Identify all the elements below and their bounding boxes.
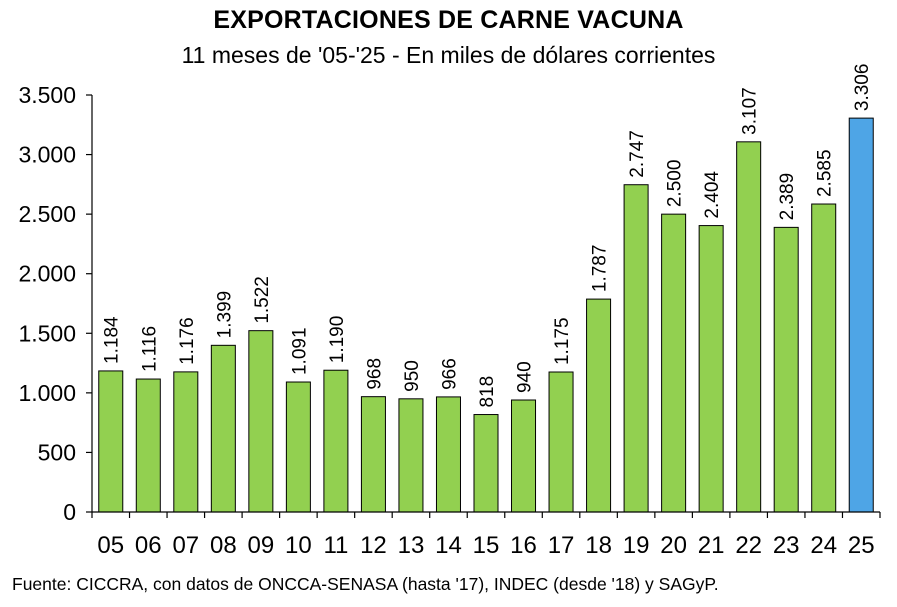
y-tick-label: 1.000 [18,380,76,406]
bar-25 [848,117,874,513]
bar-09 [248,330,274,513]
y-tick-label: 3.000 [18,142,76,168]
value-label-12: 968 [364,358,385,390]
chart-title: EXPORTACIONES DE CARNE VACUNA [213,6,684,34]
y-tick-label: 1.500 [18,320,76,346]
x-tick-label-20: 20 [660,532,687,559]
value-label-20: 2.500 [665,160,686,208]
value-label-14: 966 [439,358,460,390]
value-label-07: 1.176 [177,317,198,365]
value-label-19: 2.747 [627,130,648,178]
value-label-18: 1.787 [590,245,611,293]
bar-18 [586,298,612,513]
y-axis: 0 500 1.000 1.500 2.000 2.500 3.000 3.500 [18,82,93,525]
y-tick-label: 2.500 [18,201,76,227]
value-label-15: 818 [477,376,498,408]
x-tick-label-19: 19 [623,532,650,559]
bar-20 [661,213,687,513]
x-tick-label-12: 12 [360,532,387,559]
x-tick-label-08: 08 [210,532,237,559]
value-label-10: 1.091 [289,327,310,375]
value-label-23: 2.389 [777,173,798,221]
bar-07 [173,371,199,513]
value-label-16: 940 [515,361,536,393]
bar-15 [473,414,499,513]
value-label-17: 1.175 [552,317,573,365]
x-tick-label-23: 23 [773,532,800,559]
x-tick-label-13: 13 [398,532,425,559]
value-label-08: 1.399 [214,291,235,339]
chart-subtitle: 11 meses de '05-'25 - En miles de dólare… [181,42,716,68]
x-tick-label-06: 06 [135,532,162,559]
bar-08 [210,344,236,513]
x-tick-label-10: 10 [285,532,312,559]
x-tick-label-25: 25 [848,532,875,559]
x-tick-label-16: 16 [510,532,537,559]
x-tick-label-17: 17 [548,532,575,559]
x-axis: 05 06 07 08 09 10 11 12 13 14 15 16 17 18 19 20 21 22 23 24… [91,511,881,559]
x-tick-label-14: 14 [435,532,462,559]
bar-12 [360,396,386,513]
x-tick-label-24: 24 [810,532,837,559]
bar-05 [98,370,124,513]
y-tick-label: 500 [38,439,76,465]
bars [98,117,874,513]
bar-24 [811,203,837,513]
x-tick-label-22: 22 [735,532,762,559]
x-tick-label-09: 09 [248,532,275,559]
bar-23 [773,226,799,513]
y-tick-label: 2.000 [18,261,76,287]
x-tick-label-21: 21 [698,532,725,559]
x-tick-label-18: 18 [585,532,612,559]
value-label-21: 2.404 [702,171,723,219]
value-label-09: 1.522 [252,276,273,324]
value-label-24: 2.585 [815,149,836,197]
y-tick-label: 3.500 [18,82,76,108]
bar-06 [135,378,161,513]
value-label-05: 1.184 [102,316,123,364]
bar-10 [285,381,311,513]
x-tick-label-07: 07 [172,532,199,559]
bar-11 [323,369,349,513]
x-tick-label-05: 05 [97,532,124,559]
bar-17 [548,371,574,513]
bar-13 [398,398,424,513]
value-label-06: 1.116 [139,326,160,372]
bar-21 [698,225,724,513]
source-note: Fuente: CICCRA, con datos de ONCCA-SENAS… [12,574,719,594]
bar-14 [435,396,461,513]
value-label-13: 950 [402,360,423,392]
bar-22 [736,141,762,513]
value-labels: 1.184 1.116 1.176 1.399 1.522 1.091 1.190 968 95… [102,64,873,408]
value-label-22: 3.107 [740,87,761,135]
bar-16 [511,399,537,513]
y-tick-label: 0 [63,499,76,525]
x-tick-label-11: 11 [323,532,348,559]
value-label-25: 3.306 [852,64,873,112]
bar-19 [623,184,649,513]
x-tick-label-15: 15 [473,532,500,559]
value-label-11: 1.190 [327,316,348,364]
